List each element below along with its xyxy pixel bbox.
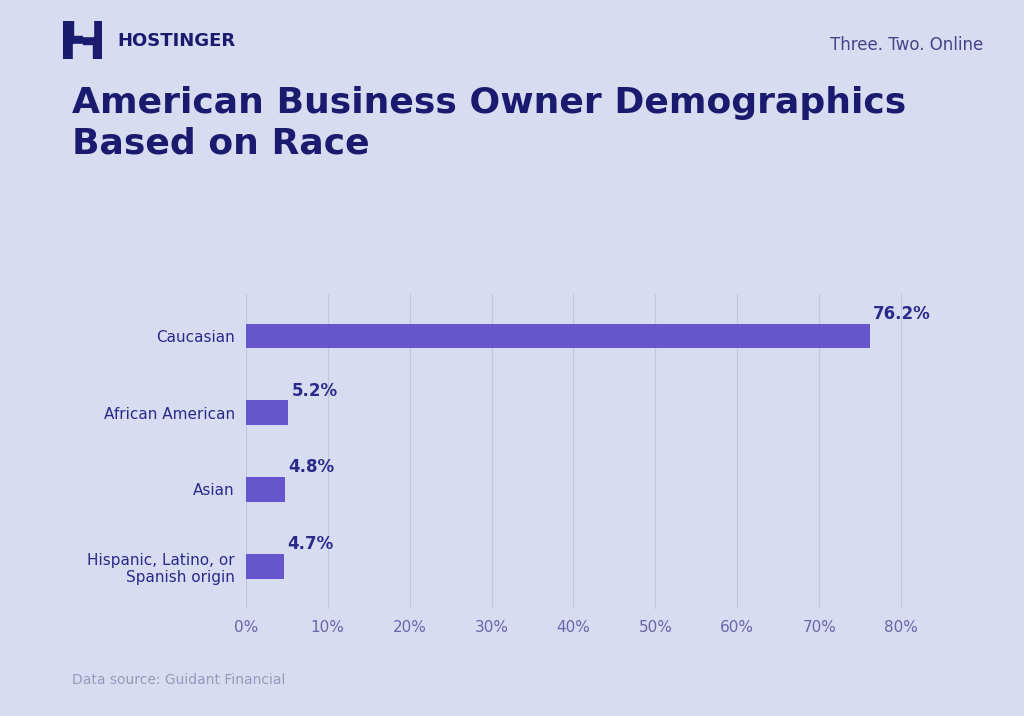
Text: 76.2%: 76.2%: [873, 305, 931, 323]
Text: Data source: Guidant Financial: Data source: Guidant Financial: [72, 673, 285, 687]
Bar: [63, 37, 83, 44]
Text: Three. Two. Online: Three. Two. Online: [829, 36, 983, 54]
Bar: [83, 21, 92, 37]
Text: HOSTINGER: HOSTINGER: [118, 32, 236, 50]
Text: American Business Owner Demographics
Based on Race: American Business Owner Demographics Bas…: [72, 86, 906, 160]
Text: 4.7%: 4.7%: [288, 536, 334, 553]
Bar: [83, 37, 102, 44]
Text: 4.8%: 4.8%: [289, 458, 335, 476]
Bar: [63, 44, 74, 59]
Bar: [93, 21, 102, 38]
Bar: [63, 21, 74, 38]
Bar: [246, 400, 289, 425]
Bar: [74, 44, 83, 59]
Text: 5.2%: 5.2%: [292, 382, 338, 400]
Bar: [93, 38, 102, 59]
Bar: [246, 554, 285, 579]
Bar: [246, 477, 285, 502]
Bar: [246, 324, 870, 348]
